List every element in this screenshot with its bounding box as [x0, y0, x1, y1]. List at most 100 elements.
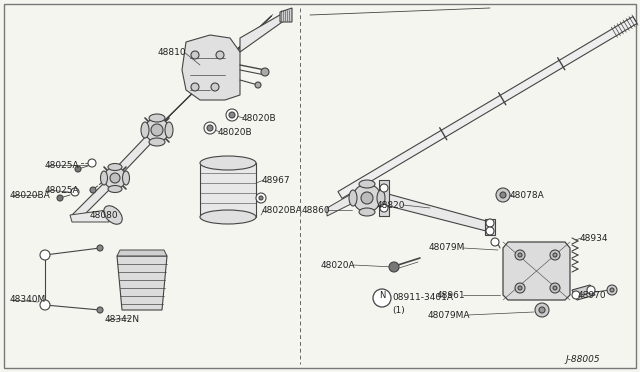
Circle shape: [550, 250, 560, 260]
Ellipse shape: [349, 190, 357, 206]
Ellipse shape: [359, 208, 375, 216]
Polygon shape: [117, 250, 167, 256]
Circle shape: [104, 167, 126, 189]
Text: 48934: 48934: [580, 234, 609, 243]
Text: 48810: 48810: [157, 48, 186, 57]
Circle shape: [539, 307, 545, 313]
Text: 48970: 48970: [578, 291, 607, 299]
Polygon shape: [182, 35, 240, 100]
Polygon shape: [70, 210, 109, 222]
Circle shape: [380, 184, 388, 192]
Circle shape: [373, 289, 391, 307]
Circle shape: [40, 250, 50, 260]
Circle shape: [380, 204, 388, 212]
Circle shape: [259, 196, 263, 200]
Circle shape: [587, 286, 595, 294]
Ellipse shape: [149, 138, 165, 146]
Circle shape: [389, 262, 399, 272]
Circle shape: [496, 188, 510, 202]
Ellipse shape: [165, 122, 173, 138]
Circle shape: [486, 219, 494, 227]
Text: 48020B: 48020B: [242, 113, 276, 122]
Polygon shape: [572, 285, 595, 300]
Text: 48079MA: 48079MA: [428, 311, 470, 320]
Ellipse shape: [149, 114, 165, 122]
Text: 48340M: 48340M: [10, 295, 46, 305]
Circle shape: [256, 193, 266, 203]
Circle shape: [610, 288, 614, 292]
Text: J-88005: J-88005: [565, 356, 600, 365]
Circle shape: [353, 184, 381, 212]
Text: 48025A: 48025A: [45, 186, 79, 195]
Text: 48025A: 48025A: [45, 160, 79, 170]
Circle shape: [255, 82, 261, 88]
Circle shape: [361, 192, 373, 204]
Circle shape: [207, 125, 213, 131]
Circle shape: [57, 195, 63, 201]
Circle shape: [500, 192, 506, 198]
Polygon shape: [117, 256, 167, 310]
Circle shape: [151, 124, 163, 136]
Ellipse shape: [359, 180, 375, 188]
Ellipse shape: [377, 190, 385, 206]
Circle shape: [110, 173, 120, 183]
Text: 48961: 48961: [436, 291, 465, 299]
Circle shape: [145, 118, 169, 142]
Polygon shape: [338, 17, 637, 198]
Polygon shape: [327, 193, 353, 216]
Circle shape: [607, 285, 617, 295]
Polygon shape: [503, 242, 570, 300]
Ellipse shape: [108, 186, 122, 192]
Circle shape: [486, 227, 494, 235]
Text: 48020A: 48020A: [321, 260, 355, 269]
Circle shape: [90, 187, 96, 193]
Text: 48020BA: 48020BA: [10, 190, 51, 199]
Polygon shape: [381, 192, 490, 232]
Ellipse shape: [141, 122, 149, 138]
Ellipse shape: [100, 171, 108, 185]
Text: 48020BA: 48020BA: [262, 205, 303, 215]
Circle shape: [211, 83, 219, 91]
Text: 48860: 48860: [301, 205, 330, 215]
Circle shape: [97, 245, 103, 251]
Circle shape: [535, 303, 549, 317]
Ellipse shape: [200, 156, 256, 170]
Text: 48342N: 48342N: [105, 315, 140, 324]
Polygon shape: [379, 180, 389, 216]
Text: 48020B: 48020B: [218, 128, 253, 137]
Circle shape: [97, 307, 103, 313]
Circle shape: [553, 286, 557, 290]
Ellipse shape: [200, 210, 256, 224]
Ellipse shape: [122, 171, 129, 185]
Circle shape: [553, 253, 557, 257]
Circle shape: [515, 283, 525, 293]
Text: 08911-3401A: 08911-3401A: [392, 294, 453, 302]
Text: 48079M: 48079M: [429, 244, 465, 253]
Polygon shape: [112, 130, 158, 178]
Circle shape: [75, 166, 81, 172]
Text: 48820: 48820: [376, 201, 405, 209]
Circle shape: [518, 286, 522, 290]
Circle shape: [261, 68, 269, 76]
Polygon shape: [240, 12, 285, 52]
Circle shape: [518, 253, 522, 257]
Circle shape: [204, 122, 216, 134]
Circle shape: [550, 283, 560, 293]
Circle shape: [515, 250, 525, 260]
Ellipse shape: [108, 164, 122, 170]
Polygon shape: [200, 163, 256, 217]
Circle shape: [191, 51, 199, 59]
Ellipse shape: [104, 206, 122, 224]
Text: 48078A: 48078A: [510, 190, 545, 199]
Circle shape: [71, 188, 79, 196]
Polygon shape: [280, 8, 292, 22]
Polygon shape: [485, 219, 495, 235]
Polygon shape: [72, 178, 115, 221]
Polygon shape: [150, 16, 271, 134]
Circle shape: [229, 112, 235, 118]
Text: 48080: 48080: [90, 211, 118, 219]
Circle shape: [491, 238, 499, 246]
Circle shape: [88, 159, 96, 167]
Text: 48967: 48967: [262, 176, 291, 185]
Circle shape: [216, 51, 224, 59]
